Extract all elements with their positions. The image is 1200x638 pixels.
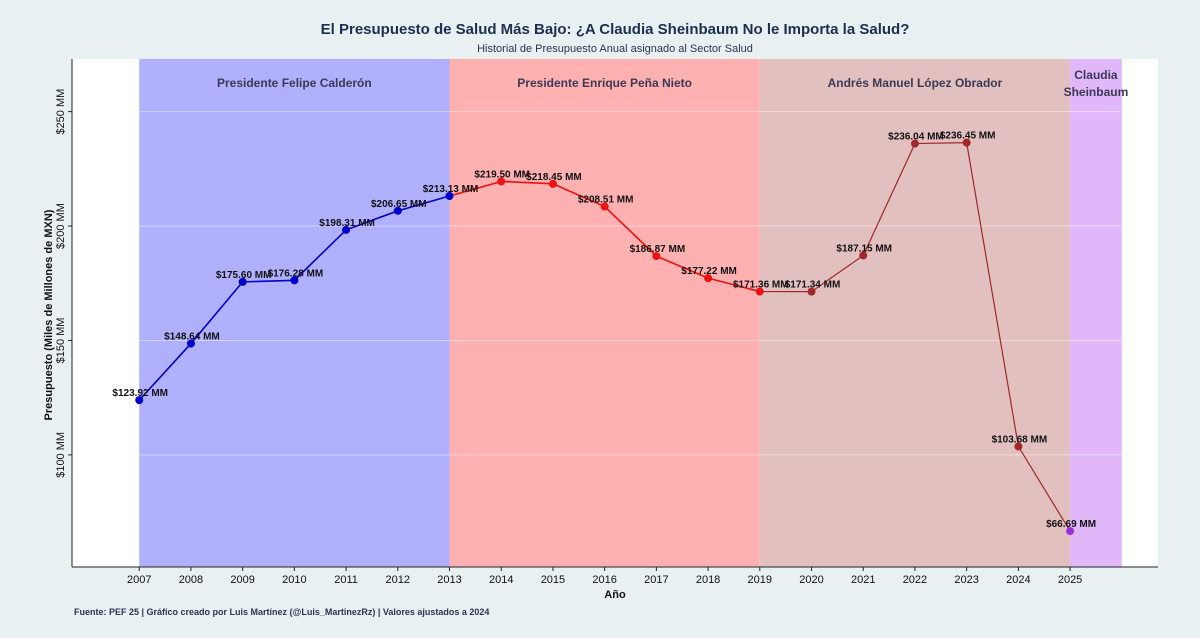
x-tick-label-2011: 2011: [334, 574, 358, 586]
data-point-2010: [290, 276, 299, 285]
data-label-2008: $148.64 MM: [164, 332, 220, 343]
data-label-2017: $186.87 MM: [630, 244, 686, 255]
data-label-2012: $206.65 MM: [371, 199, 427, 210]
data-label-2010: $176.28 MM: [268, 268, 324, 279]
data-label-2013: $213.13 MM: [423, 184, 479, 195]
data-label-2022: $236.04 MM: [888, 132, 944, 143]
period-label-claudia-sheinbaum: Claudia Sheinbaum: [1064, 68, 1129, 99]
data-label-2018: $177.22 MM: [681, 266, 737, 277]
x-tick-label-2015: 2015: [541, 574, 565, 586]
x-tick-label-2022: 2022: [903, 574, 927, 586]
period-label-presidente-felipe-calderon: Presidente Felipe Calderón: [217, 76, 372, 90]
gridlines: [72, 111, 1158, 456]
data-point-2007: [135, 396, 144, 405]
series-line-claudia-sheinbaum: [1017, 446, 1071, 532]
data-label-2025: $66.69 MM: [1046, 519, 1096, 530]
x-tick-label-2014: 2014: [489, 574, 513, 586]
data-label-2023: $236.45 MM: [940, 131, 996, 142]
period-band-claudia-sheinbaum: [1070, 59, 1122, 567]
period-label-andres-manuel-lopez-obrador: Andrés Manuel López Obrador: [828, 76, 1003, 90]
data-point-2018: [704, 274, 713, 283]
x-tick-label-2016: 2016: [592, 574, 616, 586]
data-point-2012: [393, 206, 402, 215]
data-label-2016: $208.51 MM: [578, 195, 634, 206]
data-point-2016: [600, 202, 609, 211]
y-tick-label-150: $150 MM: [55, 318, 67, 364]
data-point-2019: [755, 287, 764, 296]
x-tick-label-2009: 2009: [230, 574, 254, 586]
y-axis-title: Presupuesto (Miles de Millones de MXN): [43, 209, 55, 420]
x-tick-label-2013: 2013: [437, 574, 461, 586]
x-tick-label-2025: 2025: [1058, 574, 1082, 586]
data-label-2007: $123.92 MM: [112, 388, 168, 399]
x-tick-label-2024: 2024: [1006, 574, 1030, 586]
x-tick-label-2018: 2018: [696, 574, 720, 586]
axes: 2007 2008 2009 2010 2011 2012 2013 2014 2015 2016…: [55, 59, 1158, 586]
y-tick-label-250: $250 MM: [55, 89, 67, 135]
data-point-2013: [445, 191, 454, 200]
x-tick-label-2019: 2019: [748, 574, 772, 586]
data-point-2022: [910, 139, 919, 148]
y-tick-label-100: $100 MM: [55, 432, 67, 478]
data-point-2011: [342, 225, 351, 234]
data-point-2008: [186, 339, 195, 348]
period-label-presidente-enrique-pena-nieto: Presidente Enrique Peña Nieto: [517, 76, 692, 90]
data-label-2015: $218.45 MM: [526, 172, 582, 183]
y-tick-label-200: $200 MM: [55, 203, 67, 249]
data-label-2020: $171.34 MM: [785, 280, 841, 291]
x-tick-label-2012: 2012: [386, 574, 410, 586]
data-label-2011: $198.31 MM: [319, 218, 375, 229]
data-point-2021: [859, 251, 868, 260]
x-tick-label-2008: 2008: [179, 574, 203, 586]
period-band-presidente-enrique-pena-nieto: [449, 59, 760, 567]
data-points: [135, 138, 1075, 536]
period-band-presidente-felipe-calderon: [139, 59, 450, 567]
chart-title: El Presupuesto de Salud Más Bajo: ¿A Cla…: [321, 21, 910, 38]
x-tick-label-2023: 2023: [954, 574, 978, 586]
series-line-andres-manuel-lopez-obrador: [759, 142, 1019, 447]
data-label-2021: $187.15 MM: [836, 243, 892, 254]
data-point-2015: [548, 179, 557, 188]
data-label-2019: $171.36 MM: [733, 280, 789, 291]
data-point-2023: [962, 138, 971, 147]
data-point-2025: [1066, 527, 1075, 536]
data-point-2024: [1014, 442, 1023, 451]
data-point-2014: [497, 177, 506, 186]
x-tick-label-2020: 2020: [799, 574, 823, 586]
chart-subtitle: Historial de Presupuesto Anual asignado …: [477, 43, 753, 55]
x-tick-label-2017: 2017: [644, 574, 668, 586]
chart-caption: Fuente: PEF 25 | Gráfico creado por Luis…: [74, 607, 489, 617]
x-tick-label-2021: 2021: [851, 574, 875, 586]
data-point-2020: [807, 287, 816, 296]
x-tick-label-2007: 2007: [127, 574, 151, 586]
data-labels: $123.92 MM $148.64 MM $175.60 MM$176.28 MM…: [112, 131, 1096, 530]
data-point-2009: [238, 277, 247, 286]
data-label-2009: $175.60 MM: [216, 270, 272, 281]
x-tick-label-2010: 2010: [282, 574, 306, 586]
data-label-2014: $219.50 MM: [474, 169, 530, 180]
x-axis-title: Año: [604, 589, 626, 601]
data-label-2024: $103.68 MM: [992, 434, 1048, 445]
data-point-2017: [652, 252, 661, 261]
